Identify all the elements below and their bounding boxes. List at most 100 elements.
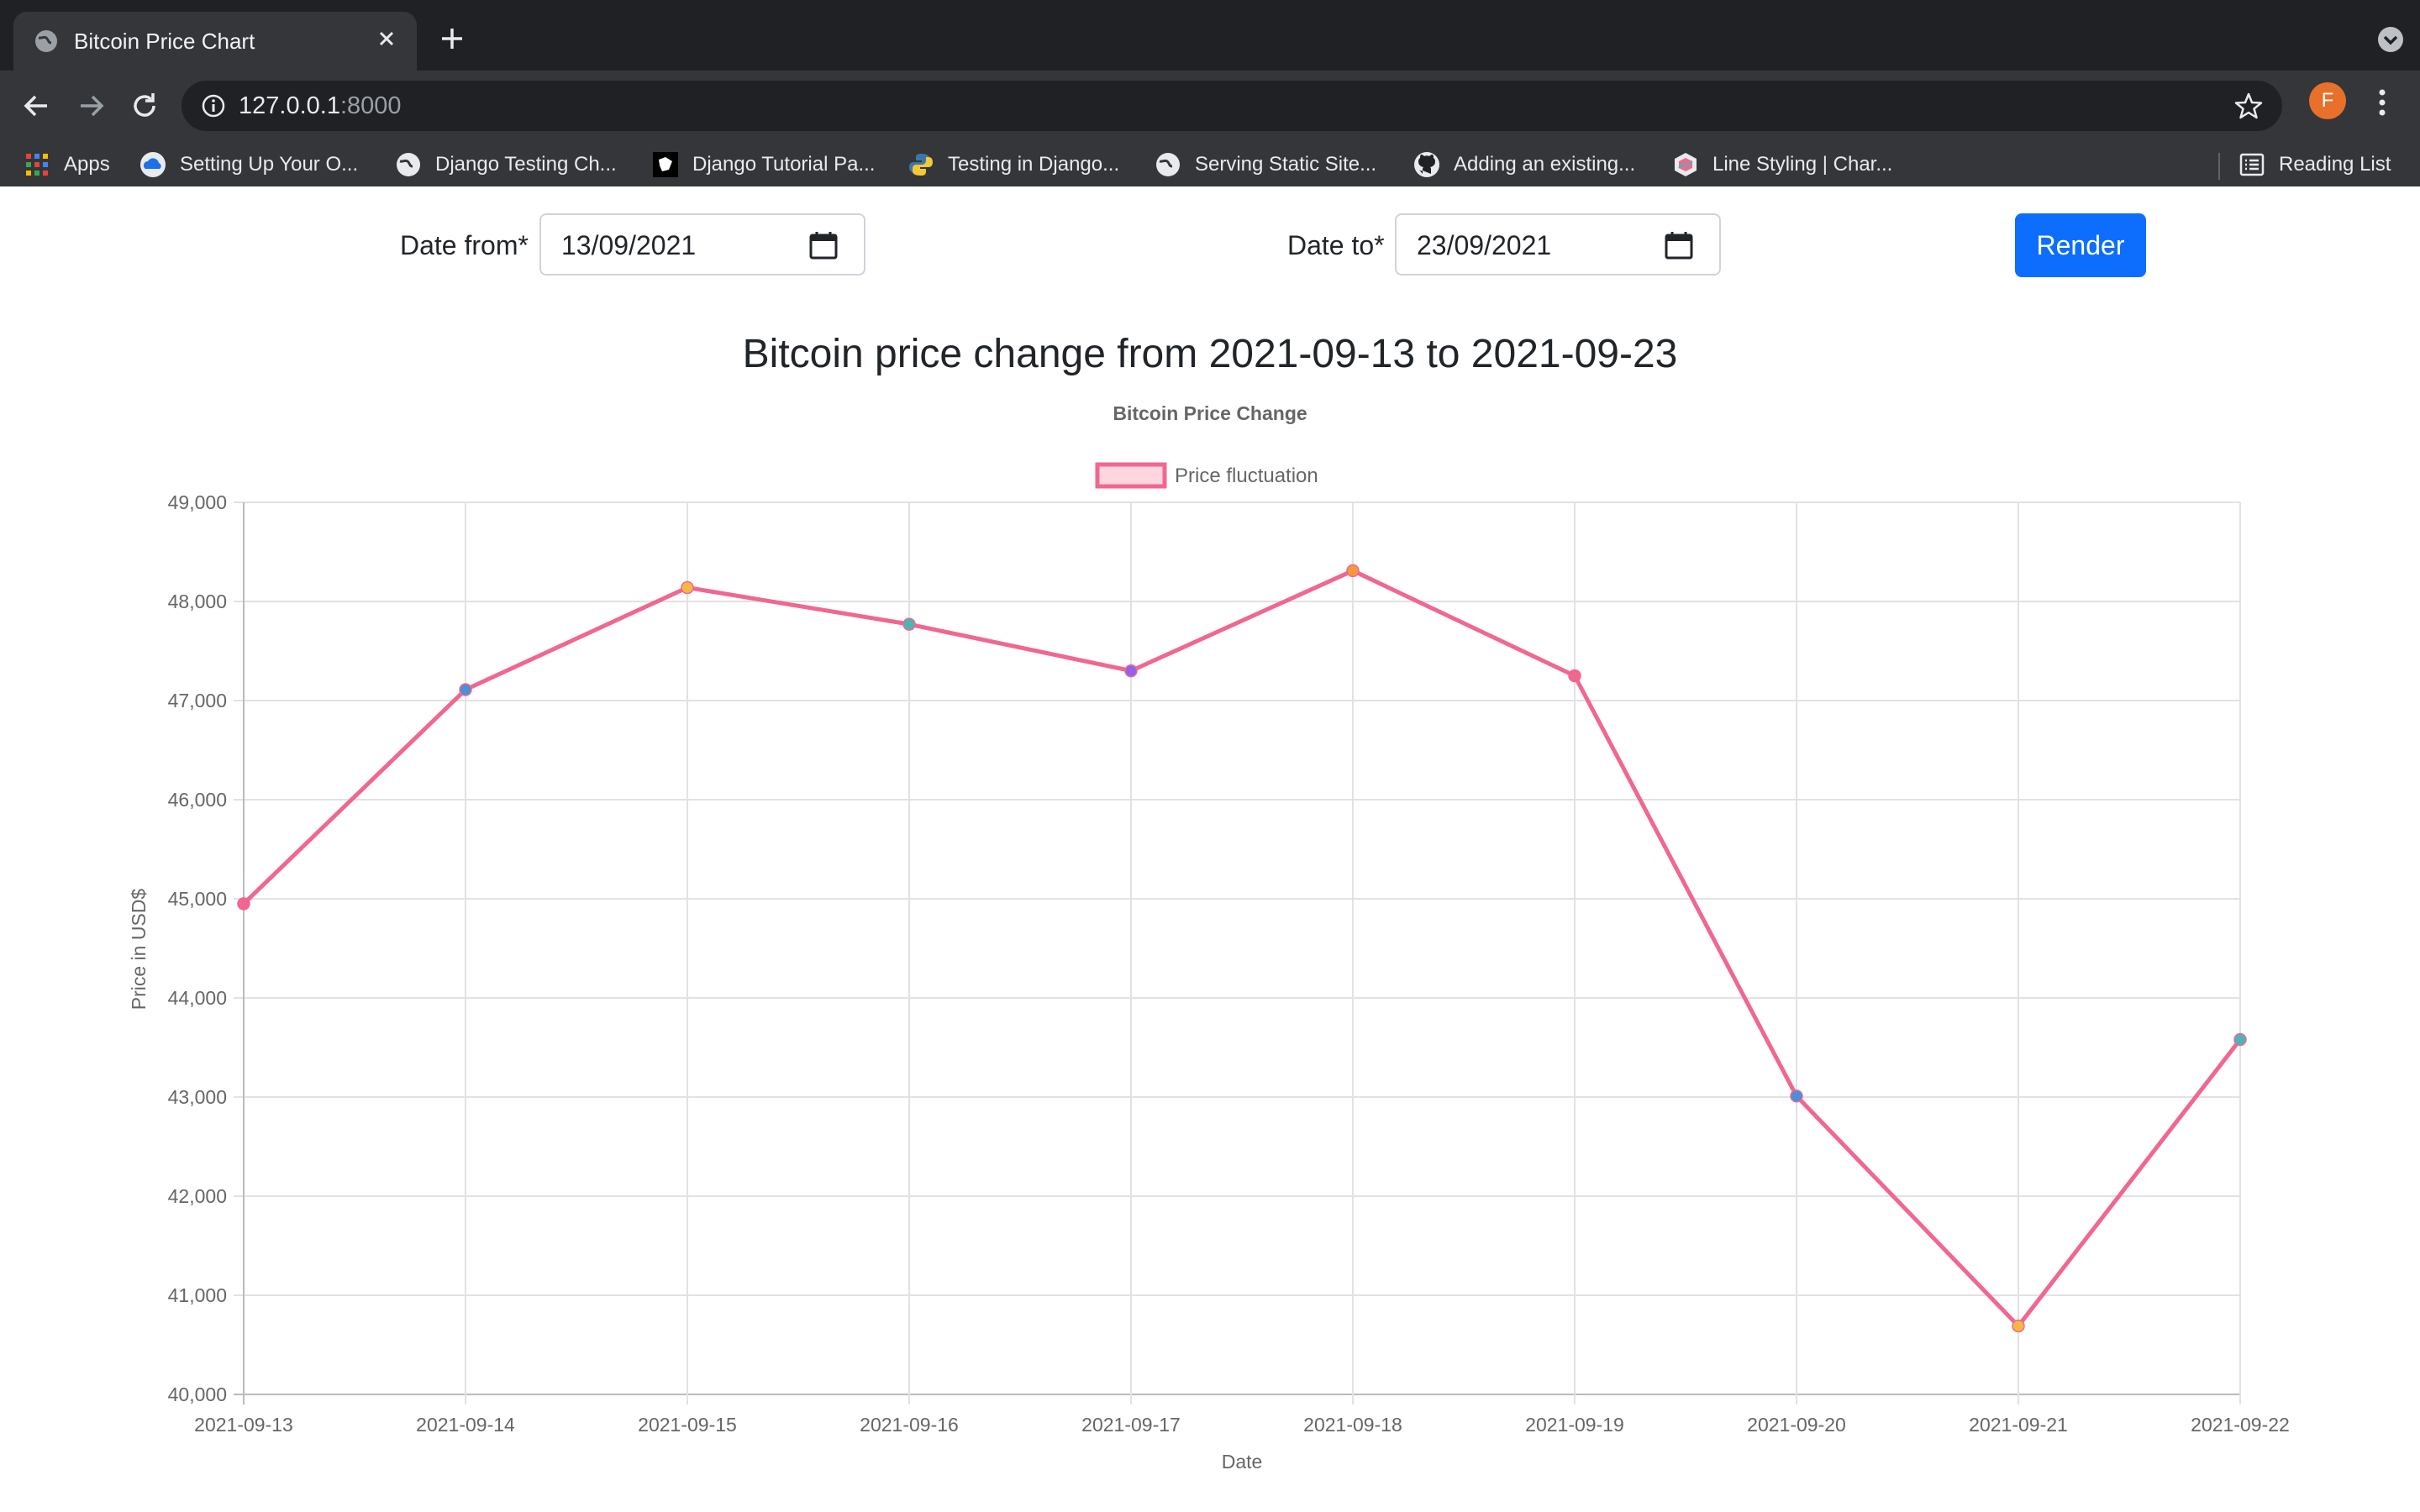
y-tick-label: 43,000 <box>168 1086 227 1108</box>
profile-avatar[interactable]: F <box>2309 82 2346 119</box>
bookmark-serving-static[interactable]: Serving Static Site... <box>1155 148 1376 181</box>
globe-icon <box>395 151 422 178</box>
x-axis-label: Date <box>1222 1451 1263 1473</box>
bookmark-label: Testing in Django... <box>948 153 1120 176</box>
y-tick-label: 44,000 <box>168 987 227 1009</box>
reading-list-icon <box>2238 151 2265 178</box>
x-axis: 2021-09-13 2021-09-14 2021-09-15 2021-09-16… <box>194 1414 2290 1436</box>
bookmark-label: Django Testing Ch... <box>435 153 617 176</box>
date-from-input[interactable]: 13/09/2021 <box>539 213 865 276</box>
bookmarks-divider <box>2218 153 2220 180</box>
cloud-icon <box>139 151 166 178</box>
y-tick-label: 47,000 <box>168 690 227 711</box>
y-tick-label: 42,000 <box>168 1185 227 1207</box>
url-port: :8000 <box>339 92 402 119</box>
bookmark-label: Django Tutorial Pa... <box>692 153 876 176</box>
tab-title: Bitcoin Price Chart <box>74 29 255 54</box>
x-tick-label: 2021-09-20 <box>1747 1414 1846 1436</box>
forward-icon[interactable] <box>71 86 111 126</box>
globe-icon <box>34 29 59 58</box>
bookmark-label: Line Styling | Char... <box>1712 153 1893 176</box>
y-tick-label: 45,000 <box>168 888 227 910</box>
price-line-chart: Bitcoin Price Change Price fluctuation 4… <box>128 402 2290 1473</box>
chart-grid <box>234 501 2241 1404</box>
series-price-fluctuation <box>237 564 2247 1333</box>
bookmark-label: Adding an existing... <box>1454 153 1636 176</box>
x-tick-label: 2021-09-16 <box>860 1414 959 1436</box>
data-point <box>2233 1032 2247 1047</box>
tab-search-icon[interactable] <box>2376 25 2405 54</box>
date-to-label: Date to* <box>1287 230 1385 260</box>
x-tick-label: 2021-09-22 <box>2191 1414 2290 1436</box>
python-icon <box>908 151 934 178</box>
bookmarks-bar: Apps Setting Up Your O... Django Testing… <box>0 131 2420 200</box>
bookmark-label: Serving Static Site... <box>1195 153 1377 176</box>
x-tick-label: 2021-09-21 <box>1969 1414 2068 1436</box>
data-point <box>1790 1089 1803 1103</box>
new-tab-icon[interactable] <box>435 22 469 55</box>
x-tick-label: 2021-09-19 <box>1525 1414 1624 1436</box>
legend-swatch <box>1095 462 1167 489</box>
chart-title: Bitcoin Price Change <box>1113 402 1307 424</box>
page-content: Date from* 13/09/2021 Date to* 23/09/202… <box>0 186 2420 1512</box>
data-point <box>681 580 694 595</box>
data-point <box>237 897 250 911</box>
x-tick-label: 2021-09-14 <box>416 1414 515 1436</box>
date-from-label: Date from* <box>400 230 529 260</box>
page-title: Bitcoin price change from 2021-09-13 to … <box>742 332 1678 376</box>
reload-icon[interactable] <box>124 86 165 126</box>
browser-toolbar: 127.0.0.1:8000 F Apps Setting Up Your O.… <box>0 71 2420 200</box>
y-tick-label: 40,000 <box>168 1383 227 1405</box>
address-bar[interactable]: 127.0.0.1:8000 <box>182 81 2282 131</box>
x-tick-label: 2021-09-15 <box>638 1414 737 1436</box>
reading-list-button[interactable]: Reading List <box>2238 148 2391 181</box>
y-tick-label: 49,000 <box>168 491 227 513</box>
date-to-input[interactable]: 23/09/2021 <box>1395 213 1721 276</box>
calendar-icon[interactable] <box>1664 230 1694 265</box>
x-tick-label: 2021-09-17 <box>1081 1414 1181 1436</box>
calendar-icon[interactable] <box>808 230 839 265</box>
bookmark-setting-up[interactable]: Setting Up Your O... <box>139 148 358 181</box>
series-line <box>242 568 2242 1329</box>
legend-label: Price fluctuation <box>1175 465 1318 487</box>
bookmark-label: Apps <box>64 153 110 176</box>
y-axis: 40,000 41,000 42,000 43,000 44,000 45,000 46,0… <box>168 491 227 1405</box>
date-from-value: 13/09/2021 <box>561 230 697 260</box>
bookmark-django-testing[interactable]: Django Testing Ch... <box>395 148 617 181</box>
y-tick-label: 48,000 <box>168 591 227 612</box>
bookmark-django-tutorial[interactable]: Django Tutorial Pa... <box>652 148 875 181</box>
bookmark-testing-in-django[interactable]: Testing in Django... <box>908 148 1119 181</box>
close-tab-icon[interactable] <box>371 24 402 54</box>
bookmark-line-styling[interactable]: Line Styling | Char... <box>1672 148 1892 181</box>
data-point <box>1124 664 1138 678</box>
github-icon <box>1413 151 1440 178</box>
globe-icon <box>1155 151 1181 178</box>
bookmark-apps[interactable]: Apps <box>24 148 110 181</box>
url-text: 127.0.0.1:8000 <box>239 92 402 119</box>
date-to-value: 23/09/2021 <box>1417 230 1552 260</box>
tab-strip: Bitcoin Price Chart <box>0 0 2420 71</box>
data-point <box>1346 564 1360 578</box>
x-tick-label: 2021-09-18 <box>1303 1414 1402 1436</box>
site-info-icon[interactable] <box>200 92 227 123</box>
bookmark-label: Setting Up Your O... <box>180 153 359 176</box>
bookmark-star-icon[interactable] <box>2233 91 2264 125</box>
back-icon[interactable] <box>17 86 57 126</box>
data-point <box>459 683 472 696</box>
data-point <box>2012 1319 2025 1333</box>
x-tick-label: 2021-09-13 <box>194 1414 293 1436</box>
url-host: 127.0.0.1 <box>239 92 340 119</box>
y-axis-label: Price in USD$ <box>128 889 150 1011</box>
render-button[interactable]: Render <box>2015 213 2146 277</box>
bookmark-adding-existing[interactable]: Adding an existing... <box>1413 148 1635 181</box>
y-tick-label: 46,000 <box>168 789 227 811</box>
chartjs-icon <box>1672 151 1699 178</box>
reading-list-label: Reading List <box>2279 153 2391 176</box>
active-tab[interactable]: Bitcoin Price Chart <box>13 12 417 71</box>
kebab-menu-icon[interactable] <box>2370 84 2395 121</box>
y-tick-label: 41,000 <box>168 1284 227 1306</box>
mdn-icon <box>652 151 679 178</box>
data-point <box>902 617 916 631</box>
chart-legend[interactable]: Price fluctuation <box>1095 462 1318 489</box>
data-point <box>1568 669 1581 683</box>
